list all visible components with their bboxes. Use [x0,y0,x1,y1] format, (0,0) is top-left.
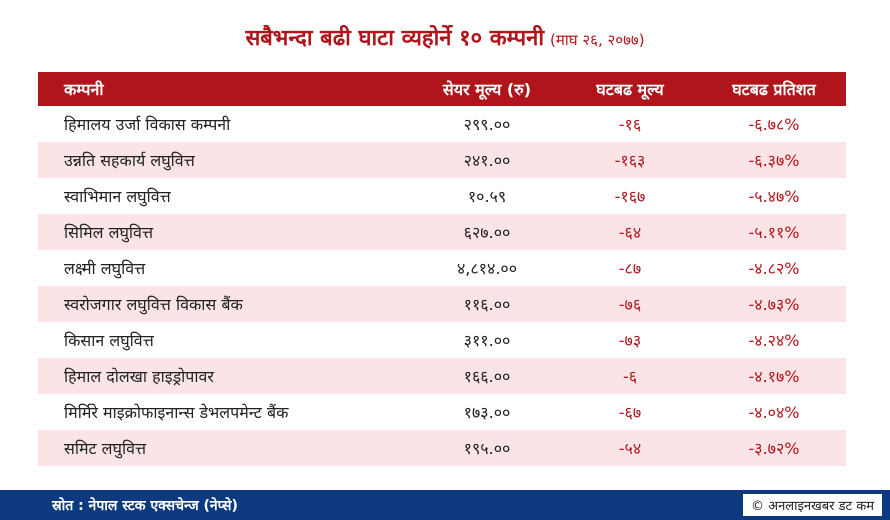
cell-price: २४१.०० [463,151,511,170]
cell-percent: -४.२४% [748,331,800,350]
credit-label: © अनलाइनखबर डट कम [743,494,882,516]
cell-percent: -४.१७% [748,367,800,386]
cell-company: उन्नति सहकार्य लघुवित्त [64,151,195,170]
cell-percent: -५.४७% [748,187,800,206]
title-main: सबैभन्दा बढी घाटा व्यहोर्ने १० कम्पनी [245,26,545,51]
cell-price: ४,८१४.०० [456,259,518,278]
loss-table: कम्पनी सेयर मूल्य (रु) घटबढ मूल्य घटबढ प… [38,72,846,466]
cell-percent: -४.७३% [748,295,800,314]
table-row: समिट लघुवित्त १९५.०० -५४ -३.७२% [38,430,846,466]
cell-company: हिमाल दोलखा हाइड्रोपावर [64,367,214,386]
header-company: कम्पनी [64,80,104,99]
header-price: सेयर मूल्य (रु) [442,80,532,99]
header-change: घटबढ मूल्य [596,80,664,99]
table-row: किसान लघुवित्त ३११.०० -७३ -४.२४% [38,322,846,358]
table-row: हिमालय उर्जा विकास कम्पनी २९९.०० -१६ -६.… [38,106,846,142]
cell-company: मिर्मिरे माइक्रोफाइनान्स डेभलपमेन्ट बैंक [64,403,289,422]
cell-company: समिट लघुवित्त [64,439,147,458]
cell-price: १६६.०० [463,367,511,386]
cell-change: -१६३ [614,151,646,170]
cell-percent: -५.११% [748,223,800,242]
cell-percent: -३.७२% [748,439,800,458]
table-row: उन्नति सहकार्य लघुवित्त २४१.०० -१६३ -६.३… [38,142,846,178]
cell-percent: -४.०४% [748,403,800,422]
table-row: स्वाभिमान लघुवित्त १०.५९ -१६७ -५.४७% [38,178,846,214]
table-row: सिमिल लघुवित्त ६२७.०० -६४ -५.११% [38,214,846,250]
cell-price: १९५.०० [463,439,511,458]
cell-percent: -६.३७% [748,151,800,170]
cell-change: -८७ [618,259,642,278]
table-row: हिमाल दोलखा हाइड्रोपावर १६६.०० -६ -४.१७% [38,358,846,394]
cell-price: ३११.०० [463,331,511,350]
cell-price: ११६.०० [463,295,511,314]
cell-price: १७३.०० [463,403,511,422]
cell-company: सिमिल लघुवित्त [64,223,154,242]
cell-price: २९९.०० [463,115,511,134]
cell-change: -७३ [618,331,642,350]
cell-change: -६४ [618,223,642,242]
table-row: लक्ष्मी लघुवित्त ४,८१४.०० -८७ -४.८२% [38,250,846,286]
cell-percent: -६.७८% [748,115,800,134]
cell-company: लक्ष्मी लघुवित्त [64,259,146,278]
table-row: मिर्मिरे माइक्रोफाइनान्स डेभलपमेन्ट बैंक… [38,394,846,430]
table-header: कम्पनी सेयर मूल्य (रु) घटबढ मूल्य घटबढ प… [38,72,846,106]
cell-change: -१६७ [614,187,646,206]
cell-change: -६ [622,367,638,386]
source-note: स्रोत : नेपाल स्टक एक्सचेन्ज (नेप्से) [52,497,238,514]
cell-company: हिमालय उर्जा विकास कम्पनी [64,115,231,134]
cell-change: -१६ [618,115,642,134]
cell-company: स्वाभिमान लघुवित्त [64,187,171,206]
page-title: सबैभन्दा बढी घाटा व्यहोर्ने १० कम्पनी (मा… [0,22,890,52]
table-row: स्वरोजगार लघुवित्त विकास बैंक ११६.०० -७६… [38,286,846,322]
cell-percent: -४.८२% [748,259,800,278]
header-percent: घटबढ प्रतिशत [732,80,816,99]
cell-company: किसान लघुवित्त [64,331,154,350]
footer-bar: स्रोत : नेपाल स्टक एक्सचेन्ज (नेप्से) © … [0,490,890,520]
cell-company: स्वरोजगार लघुवित्त विकास बैंक [64,295,243,314]
cell-change: -७६ [618,295,642,314]
title-date: (माघ २६, २०७७) [550,31,645,49]
cell-price: १०.५९ [467,187,507,206]
cell-change: -६७ [618,403,642,422]
cell-price: ६२७.०० [463,223,511,242]
cell-change: -५४ [618,439,642,458]
